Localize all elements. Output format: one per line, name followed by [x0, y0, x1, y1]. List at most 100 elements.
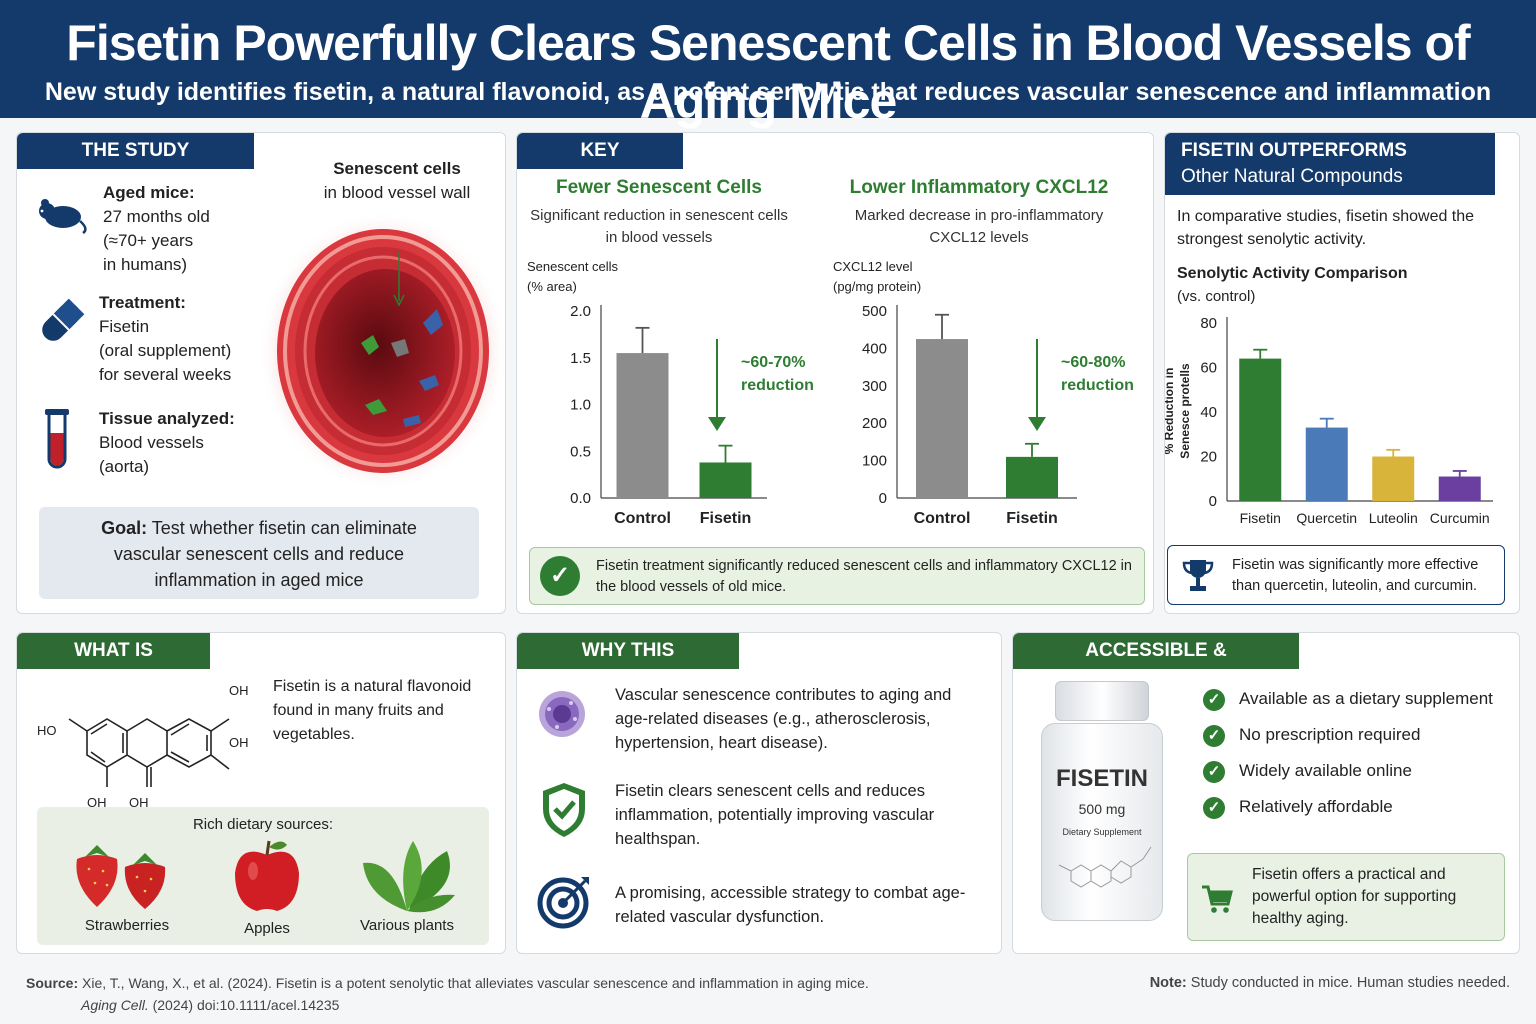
y-axis-label: Senesce protells [1178, 363, 1192, 459]
y-tick-label: 20 [1200, 449, 1217, 466]
header-banner: Fisetin Powerfully Clears Senescent Cell… [0, 0, 1536, 129]
vessel-label-bold: Senescent cells [333, 159, 461, 178]
what-tab: WHAT IS FISETIN? [17, 633, 210, 697]
access-check-item: No prescription required [1239, 725, 1421, 744]
results-tab: KEY RESULTS [517, 133, 683, 197]
strawberry-icon [76, 845, 166, 909]
y-tick-label: 1.0 [570, 397, 591, 414]
x-category-label: Control [614, 510, 671, 527]
molecule-oh-label: OH [229, 735, 249, 750]
why-item-text: A promising, accessible strategy to comb… [615, 884, 966, 926]
cxcl12-chart: 0 100 200 300 400 500 Control Fisetin CXCL12 lev… [833, 259, 1134, 527]
source-label: Various plants [360, 917, 454, 934]
y-axis-label: CXCL12 level [833, 259, 913, 274]
page-title: Fisetin Powerfully Clears Senescent Cell… [66, 15, 1470, 129]
outperform-tab: FISETIN OUTPERFORMS Other Natural Compou… [1165, 133, 1495, 195]
study-item-line: Blood vessels [99, 433, 204, 452]
y-tick-label: 200 [862, 415, 887, 432]
note-label: Note: [1149, 975, 1187, 991]
journal-doi: (2024) doi:10.1111/acel.14235 [148, 997, 340, 1013]
x-category-label: Quercetin [1296, 510, 1357, 526]
shopping-cart-icon [1202, 885, 1233, 913]
y-tick-label: 0.5 [570, 443, 591, 460]
reduction-arrowhead [708, 417, 726, 431]
outperform-tab-line2: Other Natural Compounds [1181, 166, 1403, 187]
bottle-name: FISETIN [1055, 765, 1148, 792]
access-panel: ACCESSIBLE & AFFORDABLE FISETIN 500 mg D… [1012, 632, 1520, 954]
y-tick-label: 500 [862, 303, 887, 320]
study-item-label: Tissue analyzed: [99, 409, 235, 428]
sources-title: Rich dietary sources: [192, 816, 334, 833]
blood-vessel-illustration [258, 211, 505, 491]
study-item-line: Fisetin [99, 317, 150, 336]
molecule-oh-label: OH [129, 795, 149, 810]
study-item-tissue: Tissue analyzed: Blood vessels (aorta) [99, 407, 269, 479]
check-icon: ✓ [1203, 689, 1225, 711]
cell-icon [539, 691, 585, 737]
bar [916, 339, 968, 498]
y-tick-label: 2.0 [570, 303, 591, 320]
chart2-desc: Marked decrease in pro-inflammatory CXCL… [854, 207, 1104, 246]
bottle-dose: 500 mg [1078, 801, 1126, 817]
target-icon [537, 877, 589, 929]
supplement-bottle: FISETIN 500 mg Dietary Supplement [1041, 681, 1163, 923]
reduction-label: ~60-70% [741, 354, 806, 371]
y-tick-label: 0.0 [570, 490, 591, 507]
bar [1006, 456, 1058, 498]
reduction-arrowhead [1028, 417, 1046, 431]
bar [1438, 476, 1481, 501]
molecule-oh-label: OH [229, 683, 249, 698]
study-item-label: Treatment: [99, 293, 186, 312]
chart1-title: Fewer Senescent Cells [556, 177, 762, 198]
access-tab: ACCESSIBLE & AFFORDABLE [1013, 633, 1299, 697]
bar [1372, 456, 1415, 501]
why-item-text: Fisetin clears senescent cells and reduc… [615, 782, 935, 848]
vessel-label: Senescent cells in blood vessel wall [307, 157, 487, 205]
check-circle-icon: ✓ [540, 556, 580, 596]
bottle-cap [1055, 681, 1149, 721]
source-text: Xie, T., Wang, X., et al. (2024). Fiseti… [82, 975, 869, 991]
why-item-text: Vascular senescence contributes to aging… [615, 686, 952, 752]
comparison-chart-title: Senolytic Activity Comparison [1177, 265, 1408, 282]
bar [699, 462, 752, 498]
y-tick-label: 0 [1209, 493, 1217, 510]
y-tick-label: 80 [1200, 315, 1217, 332]
why-panel: WHY THIS MATTERS Vascular senescence con… [516, 632, 1002, 954]
study-item-mice: Aged mice: 27 months old (≈70+ years in … [103, 181, 253, 277]
bar [616, 353, 669, 498]
y-tick-label: 40 [1200, 404, 1217, 421]
y-axis-label: % Reduction in [1165, 368, 1176, 455]
y-axis-label: (% area) [527, 279, 577, 294]
x-category-label: Fisetin [700, 510, 752, 527]
leafy-plant-icon [363, 841, 455, 913]
outperform-tab-line1: FISETIN OUTPERFORMS [1181, 140, 1407, 161]
capsule-icon [42, 298, 85, 341]
outperform-note: Fisetin was significantly more effective… [1232, 557, 1479, 594]
senescent-cells-chart: 0.0 0.5 1.0 1.5 2.0 Control Fisetin Senescent c… [527, 259, 814, 527]
x-category-label: Control [914, 510, 971, 527]
comparison-chart-subtitle: (vs. control) [1177, 288, 1256, 305]
bar [1305, 427, 1348, 501]
what-panel: WHAT IS FISETIN? OH OH HO OH OH Fisetin … [16, 632, 506, 954]
x-category-label: Fisetin [1006, 510, 1058, 527]
access-check-item: Available as a dietary supplement [1239, 689, 1493, 708]
fisetin-molecule-diagram [68, 718, 230, 787]
goal-box: Goal: Test whether fisetin can eliminate… [39, 507, 479, 599]
trophy-icon [1182, 560, 1214, 591]
outperform-panel: FISETIN OUTPERFORMS Other Natural Compou… [1164, 132, 1520, 614]
apple-icon [235, 840, 299, 911]
why-tab: WHY THIS MATTERS [517, 633, 739, 697]
study-item-label: Aged mice: [103, 183, 195, 202]
goal-text: Test whether fisetin can eliminate vascu… [113, 518, 417, 590]
results-panel: KEY RESULTS Fewer Senescent Cells Signif… [516, 132, 1154, 614]
y-tick-label: 400 [862, 340, 887, 357]
source-label: Source: [26, 975, 79, 991]
access-check-item: Relatively affordable [1239, 797, 1393, 816]
dietary-sources-box: Rich dietary sources: Strawberries Apple… [37, 807, 489, 945]
y-tick-label: 1.5 [570, 350, 591, 367]
study-item-line: (≈70+ years [103, 231, 194, 250]
y-axis-label: Senescent cells [527, 259, 619, 274]
check-icon: ✓ [1203, 725, 1225, 747]
results-summary-box: ✓ Fisetin treatment significantly reduce… [529, 547, 1145, 605]
footer-note: Note: Study conducted in mice. Human stu… [1060, 975, 1510, 991]
